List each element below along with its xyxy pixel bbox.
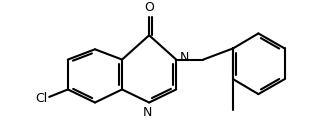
Text: Cl: Cl	[35, 92, 47, 105]
Text: O: O	[144, 1, 154, 14]
Text: N: N	[143, 106, 152, 119]
Text: N: N	[180, 51, 189, 64]
